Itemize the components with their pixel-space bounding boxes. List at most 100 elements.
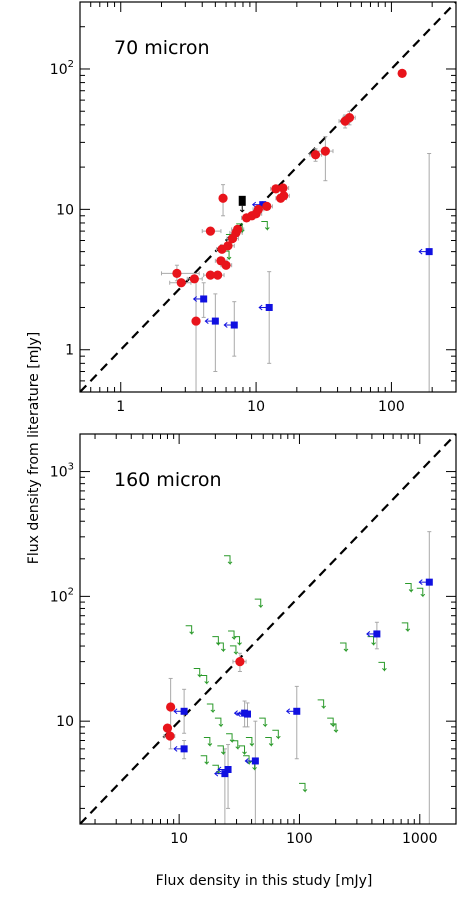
green-upper-limit-arrow [238, 745, 247, 756]
green-upper-limit-arrow [299, 782, 308, 793]
detection-point [262, 201, 272, 211]
green-upper-limit-arrow [401, 622, 411, 633]
green-upper-limit-arrow [367, 636, 376, 646]
blue-upper-limit-arrowhead [173, 745, 178, 752]
blue-upper-limit-arrowhead [173, 708, 178, 715]
y-tick-label: 10 [56, 202, 74, 218]
blue-upper-limit-marker [211, 317, 219, 325]
detection-point [271, 184, 281, 194]
detection-point [310, 150, 321, 160]
blue-upper-limit-marker [180, 707, 188, 715]
green-upper-limit-arrow [200, 755, 210, 765]
blue-upper-limit-arrowhead [204, 318, 209, 324]
plot-content [80, 434, 456, 824]
detection-point [162, 723, 173, 733]
green-upper-limit-arrow [329, 723, 339, 734]
green-upper-limit-arrow [317, 699, 326, 710]
shared-x-axis-label: Flux density in this study [mJy] [156, 873, 373, 889]
detection-point [279, 191, 289, 201]
detection-point [166, 702, 176, 712]
detection-point [176, 278, 186, 288]
blue-upper-limit-arrowhead [192, 296, 197, 302]
blue-upper-limit-arrowhead [285, 708, 291, 715]
detection-point [253, 204, 263, 214]
x-tick-label: 100 [286, 831, 313, 847]
detection-point [397, 68, 407, 79]
blue-upper-limit-marker [425, 248, 433, 256]
detection-point [218, 193, 228, 203]
green-upper-limit-arrow [217, 745, 226, 756]
blue-upper-limit-arrowhead [418, 248, 423, 255]
black-upper-limit-arrowhead [239, 209, 245, 213]
plot-content [80, 2, 456, 392]
blue-upper-limit-arrowhead [366, 631, 371, 637]
blue-upper-limit-marker [244, 710, 252, 718]
green-upper-limit-arrow [185, 625, 195, 635]
shared-y-axis-label: Flux density from literature [mJy] [26, 332, 42, 564]
panel-title: 70 micron [114, 37, 210, 59]
detection-point [189, 274, 199, 284]
x-tick-label: 10 [247, 399, 265, 415]
detection-point [320, 146, 330, 156]
y-tick-label: 102 [50, 59, 74, 78]
green-upper-limit-arrow [416, 587, 426, 598]
green-upper-limit-arrow [231, 740, 241, 750]
detection-point [213, 270, 223, 280]
detection-point [278, 183, 288, 193]
x-tick-label: 10 [170, 831, 188, 847]
detection-point [344, 113, 355, 123]
green-upper-limit-arrow [200, 674, 210, 685]
detection-point [172, 268, 182, 278]
blue-upper-limit-arrowhead [258, 304, 263, 311]
blue-upper-limit-arrowhead [251, 201, 257, 208]
chart-panel-2: 10 100 1000 10 102 103 160 micron [50, 433, 457, 847]
x-tick-label: 1 [116, 399, 125, 415]
green-upper-limit-arrow [217, 642, 226, 653]
blue-upper-limit-marker [251, 757, 259, 765]
green-upper-limit-arrow [233, 636, 242, 646]
plot-frame [79, 433, 457, 825]
green-upper-limit-arrow [378, 661, 387, 672]
blue-upper-limit-marker [200, 295, 208, 303]
green-upper-limit-arrow [229, 645, 239, 656]
blue-upper-limit-arrowhead [233, 710, 238, 717]
chart-panel-1: 1 10 100 1 10 102 70 micron [50, 1, 457, 415]
detection-point [235, 657, 245, 667]
detection-point [165, 731, 175, 741]
blue-upper-limit-marker [224, 765, 232, 773]
green-upper-limit-arrow [272, 729, 281, 740]
green-upper-limit-arrow [254, 598, 264, 609]
blue-upper-limit-marker [425, 578, 433, 586]
detection-point [205, 270, 216, 280]
green-upper-limit-arrow [265, 737, 274, 747]
blue-upper-limit-marker [265, 303, 273, 311]
green-upper-limit-arrow [206, 703, 216, 714]
green-upper-limit-arrow [259, 717, 268, 728]
detection-point [205, 226, 216, 236]
green-upper-limit-arrow [228, 630, 237, 641]
green-upper-limit-arrow [203, 737, 213, 747]
blue-upper-limit-marker [180, 745, 188, 753]
blue-upper-limit-marker [221, 770, 229, 778]
detection-point [223, 241, 233, 251]
blue-upper-limit-marker [230, 321, 238, 329]
one-to-one-line [80, 434, 456, 824]
green-upper-limit-arrow [327, 717, 336, 728]
x-tick-label: 100 [378, 399, 405, 415]
green-upper-limit-arrow [224, 555, 233, 566]
blue-upper-limit-arrowhead [223, 322, 228, 328]
green-upper-limit-arrow [245, 737, 255, 747]
green-upper-limit-arrow [193, 668, 203, 678]
blue-upper-limit-arrowhead [418, 579, 423, 586]
y-tick-label: 103 [50, 462, 74, 481]
y-tick-label: 1 [65, 343, 74, 359]
plot-frame [79, 1, 457, 393]
blue-upper-limit-arrowhead [236, 711, 241, 717]
blue-upper-limit-arrowhead [244, 758, 249, 764]
y-tick-label: 102 [50, 586, 74, 605]
green-upper-limit-arrow [339, 642, 349, 653]
y-tick-label: 10 [56, 714, 74, 730]
black-upper-limit-marker [238, 195, 246, 206]
